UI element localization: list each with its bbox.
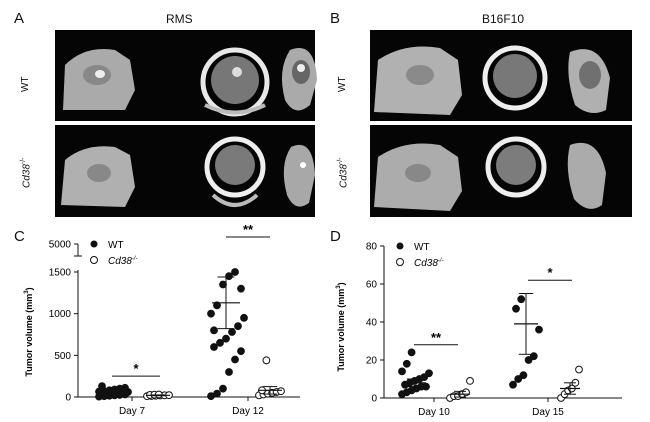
chart-d-legend-cd38-label: Cd38-/- xyxy=(414,258,444,269)
chart-c-legend-wt-marker xyxy=(90,240,98,248)
chart-d-x-tick-label: Day 15 xyxy=(532,407,564,418)
chart-c-y-tick-label: 5000 xyxy=(49,240,72,251)
chart-c-wt-day12-point xyxy=(225,272,233,281)
chart-c-wt-day12-point xyxy=(225,368,233,376)
chart-c-legend-wt-label: WT xyxy=(108,240,124,251)
chart-c-wt-day12-point xyxy=(213,301,221,310)
chart-d-wt-day10-point xyxy=(422,382,430,391)
chart-d-sig-day10-label: ** xyxy=(431,330,442,345)
chart-c-wt-day12-point xyxy=(228,328,236,336)
rms-cd38-scan-image xyxy=(61,136,315,207)
chart-c-wt-day12-point xyxy=(237,347,245,356)
chart-d-wt-day10-point xyxy=(402,359,411,368)
chart-c-wt-day12-point xyxy=(231,355,239,364)
chart-c-legend-cd38-label: Cd38-/- xyxy=(108,256,138,267)
chart-d-y-tick-label: 60 xyxy=(366,280,378,291)
row-label-rms-cd38-text: Cd38 xyxy=(21,164,33,188)
panel-b-title: B16F10 xyxy=(482,12,525,26)
chart-d-cd38-day10-point xyxy=(466,377,474,385)
b16f10-wt-scan-image xyxy=(374,45,610,115)
b16f10-cd38-scan-image xyxy=(374,136,606,211)
chart-c-wt-day7-point xyxy=(98,382,106,391)
chart-c-wt-day12-point xyxy=(240,313,248,322)
chart-d-wt-day15-point xyxy=(509,380,517,389)
chart-d-wt-day15-point xyxy=(517,295,526,304)
chart-d-wt-day10-point xyxy=(425,369,433,378)
chart-d-wt-day15-point xyxy=(524,356,533,364)
panel-b-letter: B xyxy=(330,10,341,27)
chart-c-wt-day12-point xyxy=(219,280,227,289)
row-label-b16-cd38: Cd38-/- xyxy=(337,157,349,188)
chart-c-sig-day7-label: * xyxy=(133,361,139,376)
chart-c-cd38-day12-point xyxy=(277,387,285,396)
chart-c-y-tick-label: 1000 xyxy=(49,309,72,320)
chart-c-wt-day12-point xyxy=(234,322,242,331)
chart-c-x-tick-label: Day 7 xyxy=(119,406,146,417)
chart-d-wt-day15-point xyxy=(535,325,543,334)
chart-c-sig-day12-label: ** xyxy=(243,222,254,237)
rms-cd38-scan-strip xyxy=(55,125,315,217)
chart-d-legend-cd38-marker xyxy=(396,258,404,266)
rms-wt-scan-strip xyxy=(55,30,317,121)
chart-c-y-tick-label: 0 xyxy=(65,393,71,404)
row-label-rms-wt: WT xyxy=(20,76,31,92)
rms-wt-scan-image xyxy=(63,47,317,117)
panel-a-title: RMS xyxy=(166,12,193,26)
chart-d-wt-day10-point xyxy=(398,367,406,376)
chart-d-wt-day15-point xyxy=(514,375,523,383)
chart-d-y-tick-label: 40 xyxy=(366,318,378,329)
chart-c-wt-day7-point xyxy=(121,383,129,392)
chart-c-wt-day12-point xyxy=(210,326,218,335)
row-label-rms-cd38-sup: -/- xyxy=(20,157,27,165)
row-label-b16-wt: WT xyxy=(337,76,348,92)
chart-d-y-tick-label: 0 xyxy=(371,394,377,405)
chart-c-wt-day12-point xyxy=(222,334,230,343)
chart-c-wt-day12-point xyxy=(231,268,239,276)
row-label-b16-wt-text: WT xyxy=(337,76,348,92)
chart-d-y-tick-label: 80 xyxy=(366,242,378,253)
b16f10-cd38-scan-strip xyxy=(370,125,632,217)
chart-c-wt-day12-point xyxy=(237,284,245,293)
panel-d-letter: D xyxy=(330,228,341,245)
chart-d-y-tick-label: 20 xyxy=(366,356,378,367)
panel-c-letter: C xyxy=(14,228,25,245)
chart-c-y-tick-label: 1500 xyxy=(49,268,72,279)
chart-c-wt-day12-point xyxy=(213,389,221,398)
chart-c-x-tick-label: Day 12 xyxy=(232,406,264,417)
chart-d-x-tick-label: Day 10 xyxy=(418,407,450,418)
chart-c-wt-day12-point xyxy=(219,384,227,393)
chart-d: 0 20 40 60 80 Tumor volume (mm3) WT Cd38-/- Day … xyxy=(336,242,622,418)
row-label-b16-cd38-sup: -/- xyxy=(337,157,344,165)
b16f10-wt-scan-strip xyxy=(370,30,632,121)
chart-d-wt-day15-point xyxy=(519,371,528,380)
chart-c-wt-day12-point xyxy=(210,343,218,351)
chart-c: 0 500 1000 1500 5000 Tumor volume (mm3) WT Cd38… xyxy=(24,222,300,417)
chart-d-cd38-day15-point xyxy=(575,365,583,374)
chart-c-wt-day12-point xyxy=(216,338,224,347)
row-label-rms-wt-text: WT xyxy=(20,76,31,92)
chart-d-wt-day10-point xyxy=(407,348,416,357)
chart-d-legend-wt-label: WT xyxy=(414,242,430,253)
chart-d-wt-day15-point xyxy=(512,304,520,313)
chart-d-sig-day15-label: * xyxy=(547,265,553,280)
chart-d-legend-wt-marker xyxy=(396,242,404,250)
row-label-b16-cd38-text: Cd38 xyxy=(338,164,350,188)
panel-a-letter: A xyxy=(14,10,25,27)
chart-c-legend-cd38-marker xyxy=(90,256,98,264)
chart-c-y-axis-label: Tumor volume (mm3) xyxy=(24,287,34,376)
chart-c-y-tick-label: 500 xyxy=(54,351,71,362)
chart-d-y-axis-label: Tumor volume (mm3) xyxy=(336,282,346,371)
chart-c-wt-day12-point xyxy=(207,309,215,318)
row-label-rms-cd38: Cd38-/- xyxy=(20,157,32,188)
chart-c-cd38-day12-point xyxy=(262,356,271,365)
